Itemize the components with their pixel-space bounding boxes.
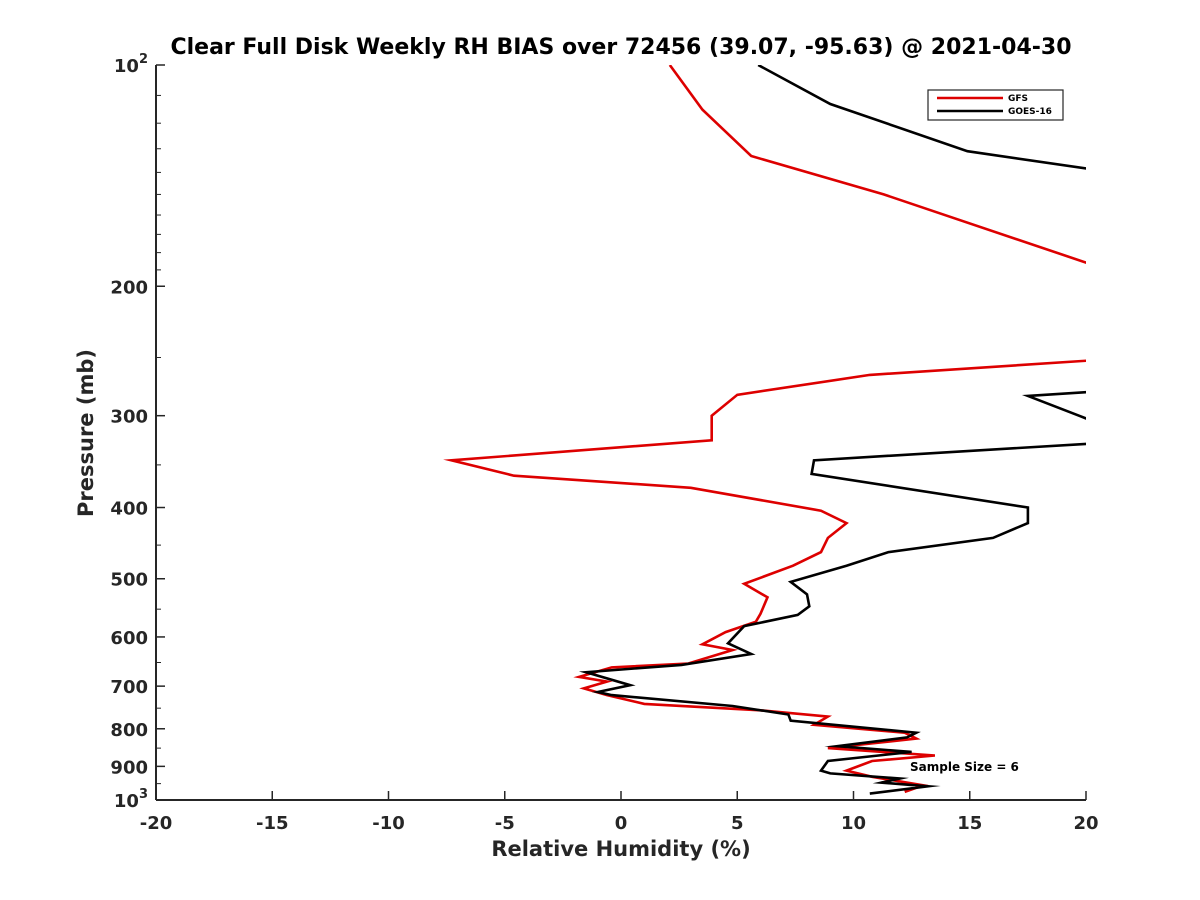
y-tick-label: 500 xyxy=(110,570,148,591)
y-tick-label: 600 xyxy=(110,628,148,649)
x-tick-label: -10 xyxy=(372,813,405,834)
legend-box xyxy=(927,89,1064,121)
sample-size-annotation: Sample Size = 6 xyxy=(910,760,1019,774)
x-axis-label: Relative Humidity (%) xyxy=(491,837,750,861)
data-series-layer xyxy=(443,65,1086,795)
y-tick-label: 102 xyxy=(114,52,148,77)
x-tick-label: -20 xyxy=(140,813,173,834)
y-axis-label: Pressure (mb) xyxy=(74,349,98,517)
x-tick-label: 20 xyxy=(1073,813,1098,834)
y-tick-label: 200 xyxy=(110,277,148,298)
legend-goes16-label: GOES-16 xyxy=(1008,107,1052,117)
x-tick-label: -5 xyxy=(495,813,515,834)
series-gfs-line-0 xyxy=(668,65,1086,264)
series-goes16-line-1 xyxy=(1021,390,1086,420)
series-goes16-line-0 xyxy=(757,65,1086,170)
x-axis-ticks: -20 -15 -10 -5 0 5 10 15 20 xyxy=(140,791,1099,834)
y-tick-label: 400 xyxy=(110,499,148,520)
x-tick-label: -15 xyxy=(256,813,289,834)
chart-title: Clear Full Disk Weekly RH BIAS over 7245… xyxy=(170,35,1071,60)
legend-gfs-label: GFS xyxy=(1008,94,1028,104)
x-tick-label: 15 xyxy=(957,813,982,834)
series-goes16-line-2 xyxy=(578,442,1086,795)
x-tick-label: 0 xyxy=(615,813,628,834)
legend: GFS GOES-16 xyxy=(927,89,1064,121)
y-tick-label: 300 xyxy=(110,407,148,428)
y-tick-label: 700 xyxy=(110,677,148,698)
series-goes16 xyxy=(578,65,1086,795)
y-tick-label: 800 xyxy=(110,720,148,741)
y-tick-label: 103 xyxy=(114,787,148,812)
x-tick-label: 10 xyxy=(841,813,866,834)
y-axis-ticks: 102 200 300 400 500 600 700 800 900 103 xyxy=(110,52,165,812)
x-tick-label: 5 xyxy=(731,813,744,834)
y-tick-label: 900 xyxy=(110,757,148,778)
